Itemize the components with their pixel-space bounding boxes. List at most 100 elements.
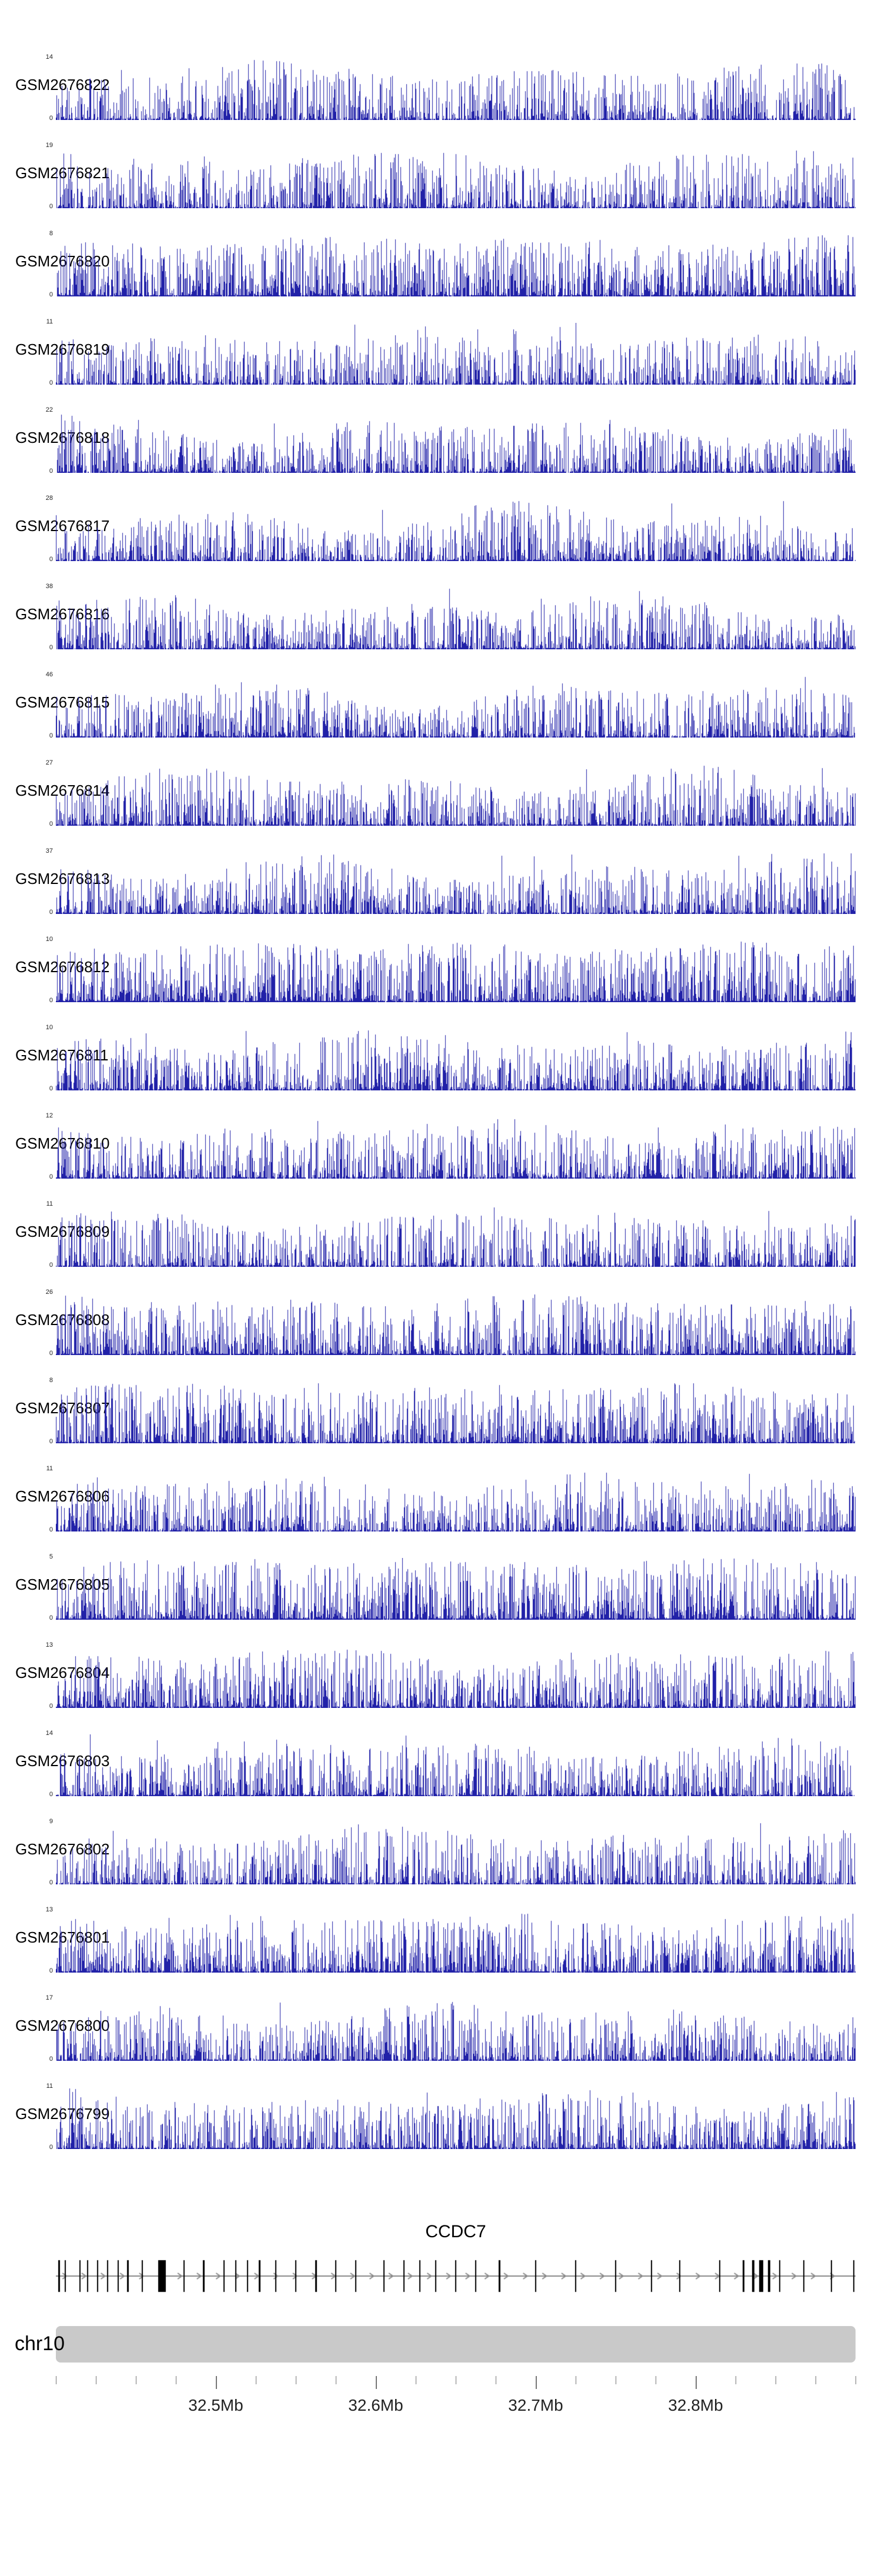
yaxis-max-value: 13 [45, 1641, 53, 1649]
coverage-histogram [56, 1823, 856, 1884]
yaxis-min-value: 0 [49, 1438, 53, 1445]
coverage-histogram [56, 146, 856, 208]
yaxis-min-value: 0 [49, 732, 53, 739]
yaxis-min-value: 0 [49, 1350, 53, 1357]
coverage-track: GSM2676810120 [0, 1109, 882, 1197]
yaxis-max-value: 5 [49, 1553, 53, 1560]
coverage-track: GSM2676822140 [0, 50, 882, 138]
yaxis-min-value: 0 [49, 203, 53, 210]
yaxis-max-value: 46 [45, 671, 53, 678]
yaxis-max-value: 11 [46, 2083, 53, 2090]
coverage-track: GSM2676816380 [0, 579, 882, 668]
yaxis-max-value: 10 [45, 1024, 53, 1031]
yaxis-min-value: 0 [49, 115, 53, 122]
yaxis-max-value: 37 [45, 847, 53, 855]
coverage-track: GSM2676811100 [0, 1020, 882, 1109]
coverage-track: GSM2676815460 [0, 668, 882, 756]
coverage-track: GSM2676808260 [0, 1285, 882, 1373]
yaxis-min-value: 0 [49, 1262, 53, 1269]
yaxis-min-value: 0 [49, 2056, 53, 2063]
coverage-track: GSM2676801130 [0, 1903, 882, 1991]
chromosome-label: chr10 [15, 2333, 65, 2355]
coverage-histogram [56, 1117, 856, 1179]
yaxis-max-value: 8 [49, 230, 53, 237]
axis-major-tick [536, 2376, 537, 2389]
yaxis-min-value: 0 [49, 379, 53, 386]
coverage-histogram [56, 1558, 856, 1620]
yaxis-max-value: 14 [45, 54, 53, 61]
coverage-histogram [56, 676, 856, 738]
yaxis-max-value: 26 [45, 1289, 53, 1296]
yaxis-max-value: 14 [45, 1730, 53, 1737]
axis-major-tick [696, 2376, 697, 2389]
coverage-histogram [56, 1382, 856, 1443]
coverage-track: GSM2676806110 [0, 1461, 882, 1550]
yaxis-max-value: 10 [45, 936, 53, 943]
yaxis-max-value: 19 [45, 142, 53, 149]
yaxis-max-value: 17 [45, 1994, 53, 2001]
yaxis-min-value: 0 [49, 556, 53, 563]
coverage-track: GSM2676803140 [0, 1726, 882, 1814]
yaxis-max-value: 12 [45, 1112, 53, 1119]
chromosome-ideogram [56, 2326, 856, 2363]
coverage-histogram [56, 1999, 856, 2061]
coverage-track: GSM2676809110 [0, 1197, 882, 1285]
yaxis-max-value: 22 [45, 406, 53, 413]
axis-tick-label: 32.6Mb [348, 2396, 403, 2414]
coverage-track: GSM2676812100 [0, 932, 882, 1020]
coverage-histogram [56, 940, 856, 1002]
yaxis-min-value: 0 [49, 1967, 53, 1974]
yaxis-max-value: 13 [45, 1906, 53, 1913]
coverage-track: GSM2676800170 [0, 1991, 882, 2079]
yaxis-max-value: 11 [46, 1200, 53, 1207]
yaxis-max-value: 27 [45, 759, 53, 766]
axis-tick-label: 32.7Mb [508, 2396, 563, 2414]
yaxis-min-value: 0 [49, 1614, 53, 1621]
yaxis-min-value: 0 [49, 2144, 53, 2151]
coverage-histogram [56, 1911, 856, 1973]
coverage-histogram [56, 1205, 856, 1267]
coverage-histogram [56, 1470, 856, 1531]
coverage-track: GSM2676818220 [0, 403, 882, 491]
axis-major-tick [216, 2376, 217, 2389]
coverage-histogram [56, 323, 856, 385]
coverage-histogram [56, 1734, 856, 1796]
coverage-histogram [56, 411, 856, 473]
coverage-track: GSM2676817280 [0, 491, 882, 579]
coverage-histogram [56, 235, 856, 296]
coverage-histogram [56, 499, 856, 561]
coverage-track: GSM267680550 [0, 1550, 882, 1638]
yaxis-max-value: 11 [46, 318, 53, 325]
axis-tick-label: 32.5Mb [188, 2396, 243, 2414]
yaxis-min-value: 0 [49, 1085, 53, 1092]
coverage-track: GSM2676814270 [0, 756, 882, 844]
yaxis-max-value: 38 [45, 583, 53, 590]
coverage-track: GSM267680290 [0, 1814, 882, 1903]
coverage-track: GSM267680780 [0, 1373, 882, 1461]
coverage-histogram [56, 1646, 856, 1708]
yaxis-max-value: 8 [49, 1377, 53, 1384]
coverage-track: GSM2676799110 [0, 2079, 882, 2167]
coverage-histogram [56, 764, 856, 826]
axis-tick-label: 32.8Mb [668, 2396, 723, 2414]
yaxis-max-value: 9 [49, 1818, 53, 1825]
yaxis-min-value: 0 [49, 1791, 53, 1798]
yaxis-min-value: 0 [49, 997, 53, 1004]
coverage-track: GSM2676804130 [0, 1638, 882, 1726]
coverage-histogram [56, 588, 856, 649]
yaxis-min-value: 0 [49, 1173, 53, 1180]
yaxis-max-value: 28 [45, 495, 53, 502]
yaxis-min-value: 0 [49, 1879, 53, 1886]
yaxis-min-value: 0 [49, 820, 53, 827]
yaxis-max-value: 11 [46, 1465, 53, 1472]
yaxis-min-value: 0 [49, 468, 53, 475]
genome-coordinate-axis: 32.5Mb 32.6Mb 32.7Mb 32.8Mb [56, 2376, 856, 2423]
coverage-histogram [56, 2087, 856, 2149]
axis-major-tick [376, 2376, 377, 2389]
coverage-histogram [56, 58, 856, 120]
gene-name-label: CCDC7 [425, 2222, 486, 2241]
yaxis-min-value: 0 [49, 291, 53, 298]
gene-model-track [56, 2258, 856, 2294]
yaxis-min-value: 0 [49, 644, 53, 651]
